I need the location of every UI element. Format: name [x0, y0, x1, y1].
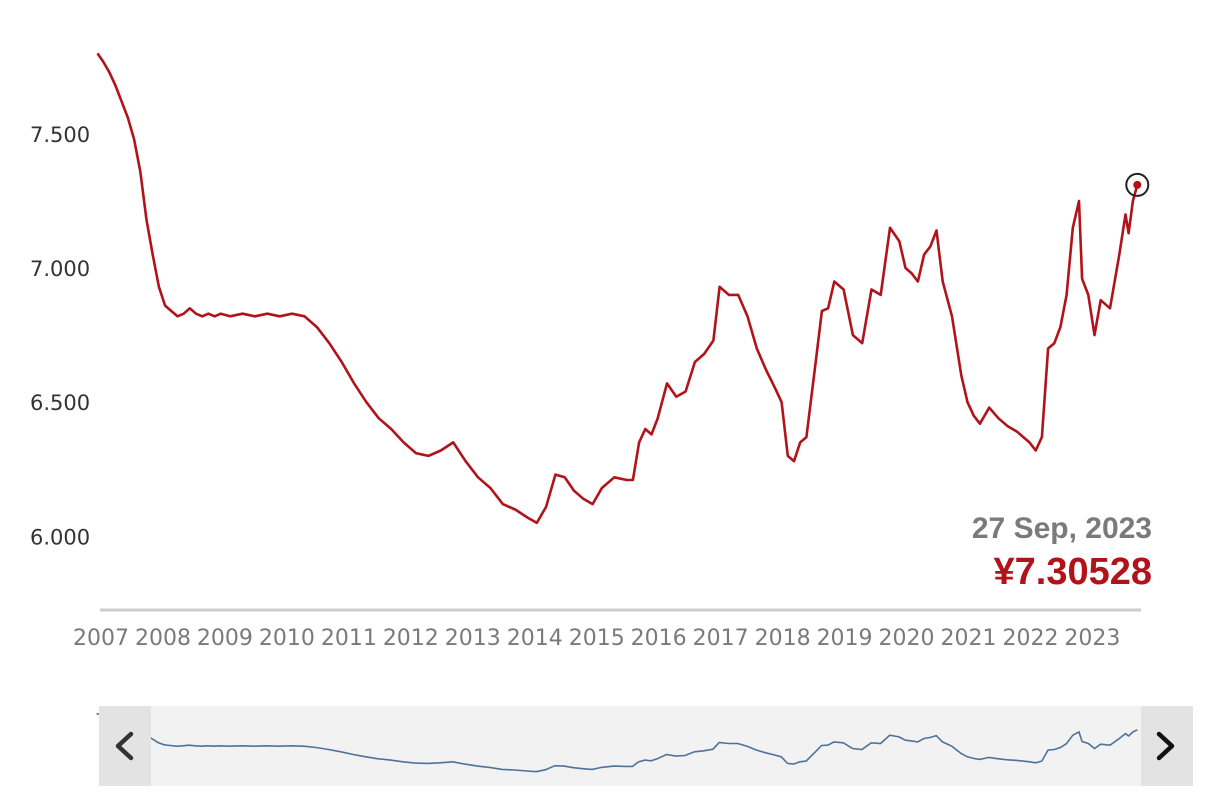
x-tick-label: 2015 [569, 626, 625, 651]
x-tick-label: 2020 [879, 626, 935, 651]
x-tick-label: 2014 [507, 626, 563, 651]
navigator-right-button[interactable] [1141, 706, 1193, 786]
x-tick-label: 2011 [321, 626, 377, 651]
y-axis: 6.000 6.500 7.000 7.500 [30, 123, 90, 549]
x-axis: 2007 2008 2009 2010 2011 2012 2013 2014 2015 2016… [73, 626, 1120, 651]
range-navigator[interactable] [96, 706, 1194, 786]
x-tick-label: 2013 [445, 626, 501, 651]
navigator-right-button-bg[interactable] [1141, 706, 1193, 786]
x-tick-label: 2019 [817, 626, 873, 651]
x-tick-label: 2010 [259, 626, 315, 651]
readout-date: 27 Sep, 2023 [972, 512, 1152, 545]
series-line [96, 52, 1139, 525]
y-tick-label: 7.500 [30, 123, 90, 147]
navigator-series-line [96, 712, 1138, 773]
chevron-left-icon[interactable] [115, 731, 134, 761]
readout-value: ¥7.30528 [994, 551, 1153, 593]
x-tick-label: 2017 [693, 626, 749, 651]
plot-area[interactable] [96, 52, 1150, 525]
last-point-dot [1133, 180, 1142, 189]
x-tick-label: 2018 [755, 626, 811, 651]
y-tick-label: 7.000 [30, 257, 90, 281]
x-tick-label: 2016 [631, 626, 687, 651]
navigator-left-button[interactable] [99, 706, 151, 786]
chevron-right-icon[interactable] [1156, 731, 1175, 761]
circle-marker-icon [1125, 172, 1150, 197]
y-tick-label: 6.000 [30, 525, 90, 549]
x-tick-label: 2009 [197, 626, 253, 651]
x-tick-label: 2022 [1002, 626, 1058, 651]
x-tick-label: 2012 [383, 626, 439, 651]
x-tick-label: 2008 [135, 626, 191, 651]
navigator-left-button-bg[interactable] [99, 706, 151, 786]
x-tick-label: 2007 [73, 626, 129, 651]
x-tick-label: 2023 [1064, 626, 1120, 651]
y-tick-label: 6.500 [30, 391, 90, 415]
x-tick-label: 2021 [941, 626, 997, 651]
